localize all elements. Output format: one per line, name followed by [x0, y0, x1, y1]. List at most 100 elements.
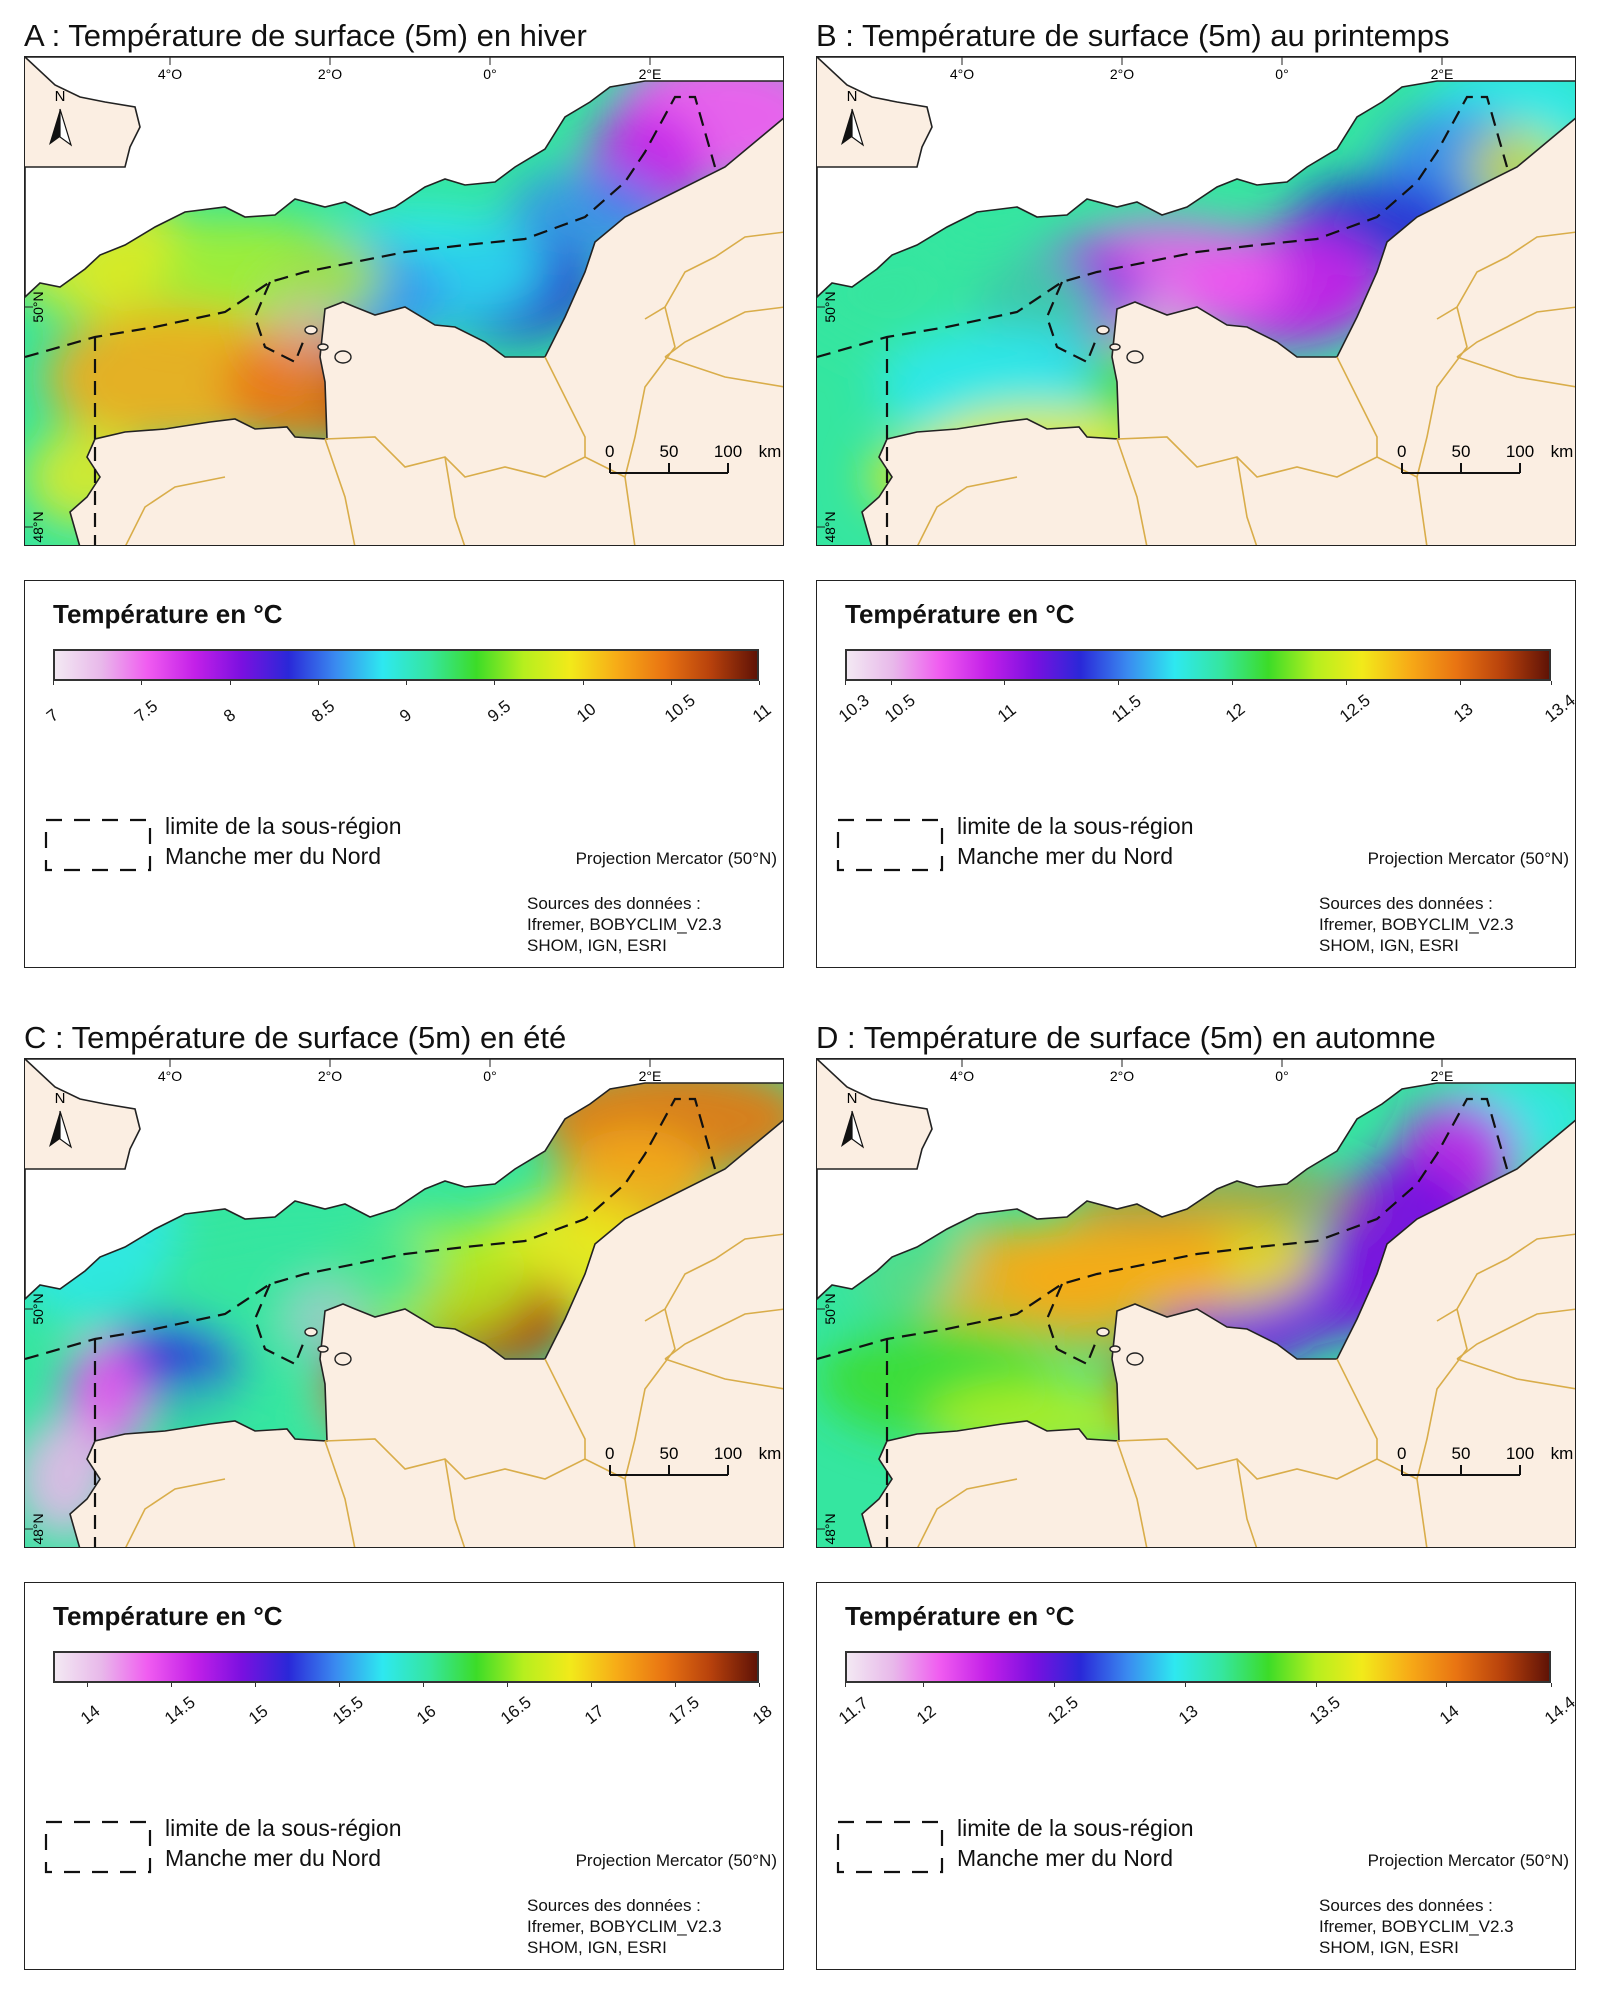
scale-label: 100 [1506, 442, 1534, 461]
ramp-tick-mark [1184, 1683, 1186, 1687]
ramp-tick-label: 14.4 [1541, 1692, 1579, 1728]
legend-title: Température en °C [845, 1601, 1075, 1631]
temperature-map: N 4°O 2°O 0° 2°E 50°N 48°N 0 50 100 km [817, 1059, 1575, 1547]
scale-label: km [759, 442, 782, 461]
ramp-tick-mark [1315, 1683, 1317, 1687]
latitude-label: 50°N [30, 1293, 46, 1324]
ramp-ticks: 14 14.5 15 15.5 16 16.5 17 17.5 18 [53, 1683, 776, 1743]
sources-note: Sources des données : [527, 894, 701, 913]
ramp-tick-mark [1118, 681, 1120, 685]
legend-box: Température en °C 11.7 12 12.5 13 13.5 14 14.4 l… [816, 1582, 1579, 1970]
ramp-tick-label: 12 [1222, 699, 1249, 726]
color-ramp [53, 1651, 759, 1683]
ramp-tick-label: 7 [43, 705, 63, 726]
longitude-label: 0° [1275, 66, 1288, 82]
panel-title: D : Température de surface (5m) en autom… [816, 1020, 1436, 1055]
legend-title: Température en °C [845, 599, 1075, 629]
north-arrow-icon: N [49, 1090, 73, 1149]
color-ramp [53, 649, 759, 681]
longitude-label: 0° [483, 66, 496, 82]
longitude-label: 4°O [950, 66, 974, 82]
latitude-label: 48°N [30, 511, 46, 542]
ramp-tick-mark [229, 681, 231, 685]
sources-note: Ifremer, BOBYCLIM_V2.3 [1319, 1917, 1514, 1936]
north-label: N [55, 1090, 66, 1107]
scale-label: km [759, 1444, 782, 1463]
ramp-tick-mark [254, 1683, 256, 1687]
color-ramp [845, 1651, 1551, 1683]
ramp-tick-label: 11 [994, 700, 1021, 726]
ramp-tick-mark [759, 1683, 760, 1687]
panel-c: C : Température de surface (5m) en été N 4… [24, 1020, 784, 1972]
ramp-tick-label: 13 [1449, 699, 1477, 726]
ramp-tick-mark [506, 1683, 508, 1687]
latitude-label: 48°N [822, 511, 838, 542]
ramp-tick-mark [317, 681, 319, 685]
sources-note: Ifremer, BOBYCLIM_V2.3 [1319, 915, 1514, 934]
projection-note: Projection Mercator (50°N) [1367, 1851, 1569, 1870]
ramp-tick-mark [1232, 681, 1234, 685]
color-ramp [845, 649, 1551, 681]
panel-title: A : Température de surface (5m) en hiver [24, 18, 587, 53]
longitude-label: 2°E [639, 1068, 662, 1084]
ramp-tick-mark [1551, 1683, 1552, 1687]
ramp-tick-label: 16 [412, 1701, 440, 1728]
longitude-label: 2°E [639, 66, 662, 82]
ramp-tick-label: 13 [1174, 1701, 1202, 1728]
longitude-label: 4°O [950, 1068, 974, 1084]
ramp-tick-label: 13.5 [1305, 1692, 1344, 1728]
map-frame: N 4°O 2°O 0° 2°E 50°N 48°N 0 50 100 km [816, 1058, 1576, 1548]
ramp-tick-label: 10.5 [880, 690, 919, 726]
ramp-tick-label: 16.5 [496, 1692, 535, 1728]
ramp-tick-label: 9.5 [484, 696, 515, 726]
ramp-tick-label: 18 [749, 1701, 776, 1728]
boundary-legend-sublabel: Manche mer du Nord [957, 1845, 1174, 1871]
panel-d: D : Température de surface (5m) en autom… [816, 1020, 1579, 1972]
ramp-tick-mark [1054, 1683, 1056, 1687]
north-label: N [847, 1090, 858, 1107]
legend-box: Température en °C 7 7.5 8 8.5 9 9.5 10 10.5 11 lim… [24, 580, 784, 968]
boundary-legend-symbol [836, 1820, 944, 1874]
ramp-tick-label: 14 [76, 1701, 104, 1728]
ramp-tick-label: 12.5 [1044, 1692, 1082, 1728]
ramp-tick-mark [422, 1683, 424, 1687]
sources-note: SHOM, IGN, ESRI [527, 1938, 667, 1957]
ramp-tick-mark [759, 681, 760, 685]
scale-label: 100 [714, 1444, 742, 1463]
latitude-label: 48°N [30, 1513, 46, 1544]
subregion-boundary [817, 1097, 1509, 1547]
scale-label: 100 [1506, 1444, 1534, 1463]
ramp-tick-label: 10.5 [660, 690, 699, 726]
boundary-legend-label: limite de la sous-région [165, 813, 402, 839]
scale-label: km [1551, 442, 1574, 461]
ramp-tick-label: 8.5 [307, 696, 339, 726]
ramp-tick-label: 11.5 [1108, 691, 1146, 726]
ramp-tick-label: 14 [1436, 1701, 1464, 1728]
ramp-ticks: 10.3 10.5 11 11.5 12 12.5 13 13.4 [835, 681, 1579, 741]
ramp-tick-mark [406, 681, 407, 685]
north-label: N [55, 88, 66, 105]
ramp-tick-mark [845, 681, 846, 685]
projection-note: Projection Mercator (50°N) [575, 1851, 777, 1870]
north-label: N [847, 88, 858, 105]
scale-label: km [1551, 1444, 1574, 1463]
ramp-tick-label: 12.5 [1336, 690, 1374, 726]
ramp-tick-mark [1004, 681, 1006, 685]
scale-label: 0 [1397, 442, 1406, 461]
ramp-tick-mark [674, 1683, 676, 1687]
ramp-tick-mark [890, 681, 892, 685]
map-frame: N 4°O 2°O 0° 2°E 50°N 48°N 0 50 100 km [24, 56, 784, 546]
subregion-boundary [25, 95, 717, 545]
sources-note: Sources des données : [527, 1896, 701, 1915]
panel-title: B : Température de surface (5m) au print… [816, 18, 1450, 53]
sources-note: SHOM, IGN, ESRI [527, 936, 667, 955]
sources-note: Sources des données : [1319, 894, 1493, 913]
scale-label: 50 [660, 442, 679, 461]
ramp-tick-label: 13.4 [1541, 690, 1579, 726]
ramp-tick-mark [338, 1683, 340, 1687]
ramp-tick-mark [1446, 1683, 1448, 1687]
ramp-ticks: 7 7.5 8 8.5 9 9.5 10 10.5 11 [43, 681, 775, 741]
sources-note: SHOM, IGN, ESRI [1319, 1938, 1459, 1957]
latitude-label: 48°N [822, 1513, 838, 1544]
scale-bar: 0 50 100 km [1397, 1444, 1574, 1476]
